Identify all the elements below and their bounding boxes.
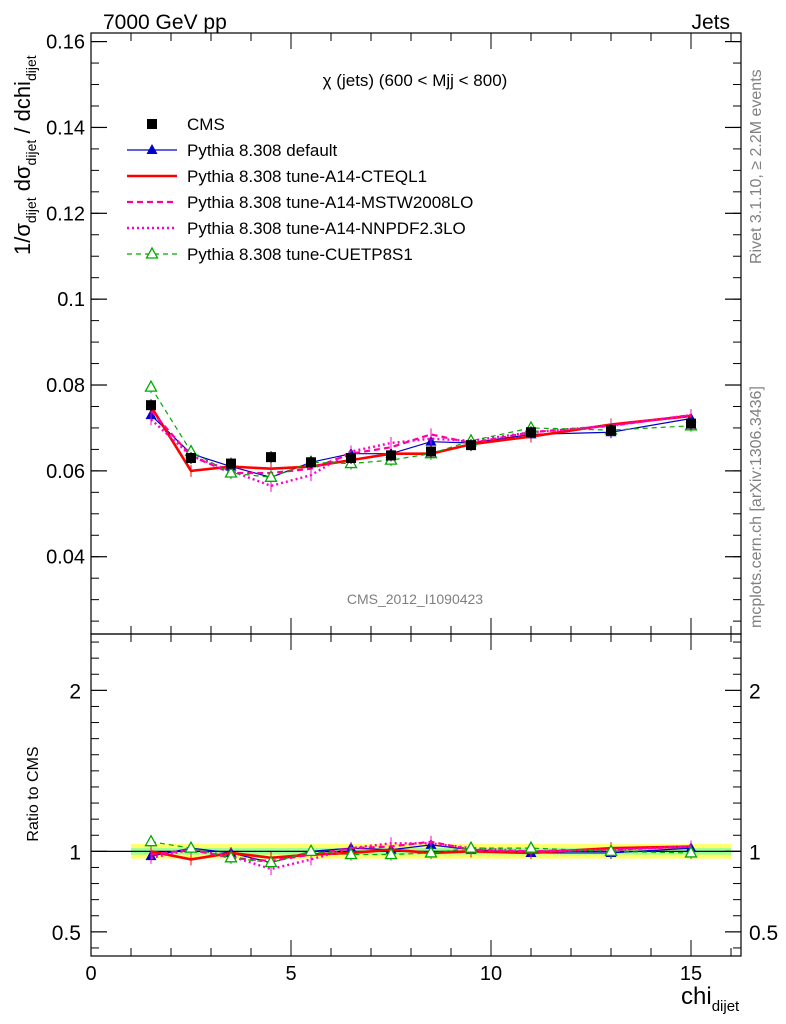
legend-item: Pythia 8.308 tune-A14-CTEQL1 xyxy=(127,167,427,186)
ratio-y-tick-label: 0.5 xyxy=(52,922,81,945)
ratio-point xyxy=(264,855,278,868)
ratio-y-tick-label-right: 0.5 xyxy=(749,922,778,945)
data-point xyxy=(466,440,476,451)
ratio-line xyxy=(150,842,692,871)
legend-label: Pythia 8.308 default xyxy=(187,141,338,160)
data-point xyxy=(224,465,238,478)
main-y-tick-label: 0.1 xyxy=(57,289,85,311)
ylabel-sub3: dijet xyxy=(23,55,39,81)
ratio-point xyxy=(344,847,358,860)
legend-item: CMS xyxy=(147,115,225,134)
ratio-y-axis-label: Ratio to CMS xyxy=(25,746,42,841)
ratio-point xyxy=(304,844,318,856)
main-y-tick-label: 0.08 xyxy=(46,375,85,397)
data-point xyxy=(346,452,356,463)
ylabel-sub1: dijet xyxy=(23,197,39,223)
ratio-point xyxy=(144,834,158,847)
main-ticks xyxy=(90,33,741,634)
xlabel-sub: dijet xyxy=(712,998,740,1015)
main-title: χ (jets) (600 < Mjj < 800) xyxy=(323,71,508,90)
ylabel-base: 1/σ xyxy=(10,223,35,255)
series-line xyxy=(150,410,692,475)
legend-swatch-marker xyxy=(147,119,157,129)
main-series-group xyxy=(144,379,698,492)
x-tick-label: 5 xyxy=(285,963,296,985)
ylabel-mid: dσ xyxy=(10,165,35,197)
data-point xyxy=(144,379,158,392)
series-pythia-8-308-tune-a14-nnpdf2-3lo xyxy=(150,409,692,492)
main-panel: 0.04 0.06 0.08 0.1 0.12 0.14 0.16 χ (jets) (60… xyxy=(10,32,742,635)
ratio-point xyxy=(604,844,618,856)
main-y-axis-label: 1/σdijet dσdijet / dchidijet xyxy=(10,55,39,255)
data-point xyxy=(264,469,278,482)
legend-label: Pythia 8.308 tune-CUETP8S1 xyxy=(187,245,413,264)
ratio-series-group xyxy=(144,834,698,876)
ratio-panel: 0.5 0.5 1 1 2 2 0 5 10 15 Ratio to CMS chidijet xyxy=(25,633,778,1015)
legend-item: Pythia 8.308 tune-A14-MSTW2008LO xyxy=(127,193,473,212)
data-point xyxy=(386,450,396,461)
main-y-tick-label: 0.06 xyxy=(46,461,85,483)
data-point xyxy=(606,425,616,436)
header-left: 7000 GeV pp xyxy=(103,11,227,34)
x-tick-label: 10 xyxy=(480,963,502,985)
x-tick-label: 15 xyxy=(680,963,702,985)
data-point xyxy=(266,452,276,463)
main-y-tick-label: 0.12 xyxy=(46,203,85,225)
ratio-y-tick-label-right: 2 xyxy=(749,680,761,703)
legend-item: Pythia 8.308 tune-A14-NNPDF2.3LO xyxy=(127,219,466,238)
legend-label: Pythia 8.308 tune-A14-NNPDF2.3LO xyxy=(187,219,466,238)
data-point xyxy=(686,418,696,429)
ratio-point xyxy=(684,845,698,858)
legend-swatch-marker xyxy=(146,144,158,154)
ratio-point xyxy=(424,845,438,858)
main-y-tick-label: 0.16 xyxy=(46,32,85,54)
ratio-point xyxy=(524,840,538,853)
series-cms xyxy=(146,399,696,470)
rivet-label: Rivet 3.1.10, ≥ 2.2M events xyxy=(748,69,765,264)
main-y-tick-label: 0.14 xyxy=(46,117,85,139)
data-point xyxy=(186,452,196,463)
ratio-y-tick-label: 2 xyxy=(69,680,81,703)
header-right: Jets xyxy=(691,11,730,34)
ratio-point xyxy=(464,840,478,853)
legend-label: Pythia 8.308 tune-A14-MSTW2008LO xyxy=(187,193,473,212)
legend-item: Pythia 8.308 default xyxy=(127,141,338,160)
legend-swatch-marker xyxy=(145,246,159,259)
ratio-point xyxy=(384,847,398,860)
ratio-line xyxy=(150,841,692,864)
data-point xyxy=(146,400,156,411)
ylabel-sub2: dijet xyxy=(23,140,39,166)
mcplots-label: mcplots.cern.ch [arXiv:1306.3436] xyxy=(748,386,765,628)
x-tick-label: 0 xyxy=(85,963,96,985)
xlabel-base: chi xyxy=(681,983,712,1010)
legend-label: CMS xyxy=(187,115,225,134)
main-y-tick-label: 0.04 xyxy=(46,547,85,569)
xtick-labels: 0 5 10 15 xyxy=(85,963,702,985)
ratio-y-tick-label: 1 xyxy=(69,841,81,864)
ratio-point xyxy=(184,840,198,853)
x-axis-label: chidijet xyxy=(681,983,740,1015)
legend: CMS Pythia 8.308 default Pythia 8.308 tune… xyxy=(127,115,473,264)
ratio-point xyxy=(224,850,238,863)
ratio-y-tick-label-right: 1 xyxy=(749,841,761,864)
main-ytick-labels: 0.04 0.06 0.08 0.1 0.12 0.14 0.16 xyxy=(46,32,85,569)
ratio-ticks xyxy=(90,634,741,956)
ratio-ytick-labels: 0.5 0.5 1 1 2 2 xyxy=(52,680,778,945)
series-line xyxy=(149,405,692,473)
data-point xyxy=(526,427,536,438)
series-line xyxy=(150,386,692,478)
watermark: CMS_2012_I1090423 xyxy=(347,591,483,607)
ylabel-tail: / dchi xyxy=(10,81,35,140)
data-point xyxy=(226,458,236,469)
ratio-series-pythia-8-308-tune-cuetp8s1 xyxy=(144,834,698,869)
legend-item: Pythia 8.308 tune-CUETP8S1 xyxy=(127,245,413,264)
data-point xyxy=(426,446,436,457)
legend-label: Pythia 8.308 tune-A14-CTEQL1 xyxy=(187,167,427,186)
data-point xyxy=(306,457,316,468)
ratio-frame xyxy=(90,633,742,957)
